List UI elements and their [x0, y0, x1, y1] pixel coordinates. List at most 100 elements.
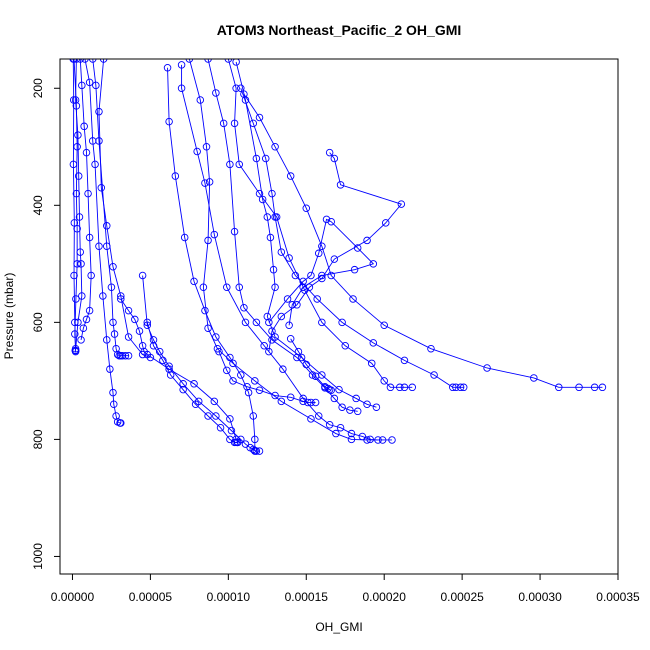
- data-point: [71, 96, 80, 104]
- data-point: [109, 263, 117, 271]
- data-point: [277, 312, 286, 321]
- data-point: [113, 350, 122, 359]
- data-point: [229, 377, 237, 385]
- data-point: [72, 295, 80, 303]
- data-point: [314, 249, 323, 258]
- series-17: [237, 84, 468, 392]
- data-point: [456, 383, 465, 392]
- data-point: [378, 436, 387, 444]
- data-point: [149, 336, 158, 344]
- data-point: [76, 248, 85, 256]
- data-point: [530, 374, 538, 382]
- series-1: [69, 59, 80, 356]
- data-point: [349, 295, 357, 303]
- data-point: [338, 403, 346, 411]
- data-point: [299, 283, 307, 291]
- data-point: [179, 385, 187, 394]
- series-line: [75, 59, 83, 351]
- data-point: [165, 117, 173, 126]
- data-point: [285, 254, 293, 262]
- data-point: [400, 383, 409, 392]
- series-10: [117, 295, 242, 447]
- data-point: [598, 383, 607, 392]
- data-point: [255, 386, 264, 394]
- data-point: [575, 383, 583, 392]
- y-tick-label: 1000: [31, 543, 45, 570]
- data-point: [210, 230, 219, 239]
- data-point: [299, 277, 307, 286]
- data-point: [332, 429, 340, 438]
- data-point: [204, 412, 212, 420]
- y-tick-label: 200: [31, 78, 45, 98]
- data-point: [325, 421, 334, 429]
- data-point: [202, 143, 211, 151]
- plot-area: [69, 59, 607, 455]
- data-point: [291, 271, 300, 280]
- data-point: [193, 147, 201, 156]
- data-point: [382, 219, 390, 227]
- data-point: [138, 271, 147, 280]
- data-point: [95, 107, 103, 116]
- data-point: [235, 283, 243, 291]
- x-axis-label: OH_GMI: [315, 620, 362, 634]
- data-point: [135, 327, 144, 335]
- x-tick-label: 0.00005: [129, 590, 173, 604]
- data-point: [71, 330, 79, 338]
- data-point: [109, 388, 117, 397]
- series-line: [98, 59, 151, 358]
- data-point: [233, 438, 242, 447]
- data-point: [367, 359, 376, 368]
- data-point: [271, 283, 279, 291]
- data-point: [84, 189, 92, 198]
- series-line: [207, 59, 358, 412]
- series-22: [215, 347, 320, 407]
- data-point: [251, 435, 259, 444]
- data-point: [293, 301, 301, 309]
- data-point: [103, 242, 111, 251]
- data-point: [269, 265, 278, 274]
- data-point: [380, 321, 388, 330]
- data-point: [252, 318, 261, 327]
- data-point: [372, 403, 381, 411]
- series-line: [290, 338, 332, 391]
- data-point: [271, 391, 279, 400]
- data-point: [212, 89, 220, 97]
- data-point: [78, 292, 86, 300]
- data-point: [352, 394, 360, 403]
- data-point: [215, 347, 223, 356]
- data-point: [159, 356, 167, 365]
- data-point: [171, 172, 180, 180]
- data-point: [452, 383, 460, 392]
- data-point: [335, 385, 343, 394]
- data-point: [369, 260, 378, 268]
- series-line: [188, 59, 392, 441]
- data-point: [106, 365, 114, 373]
- data-point: [95, 242, 103, 251]
- data-point: [77, 336, 85, 344]
- data-point: [318, 318, 326, 327]
- data-point: [82, 148, 91, 157]
- data-point: [314, 412, 323, 420]
- series-line: [240, 88, 464, 388]
- data-point: [263, 213, 272, 221]
- data-point: [307, 415, 315, 423]
- data-point: [555, 383, 563, 392]
- data-point: [107, 283, 116, 291]
- data-point: [369, 339, 378, 347]
- data-point: [285, 321, 293, 330]
- data-point: [191, 400, 200, 409]
- data-point: [74, 318, 82, 327]
- x-tick-label: 0.00015: [285, 590, 329, 604]
- data-point: [266, 233, 275, 242]
- data-point: [400, 356, 409, 365]
- series-7: [88, 59, 133, 360]
- chart-title: ATOM3 Northeast_Pacific_2 OH_GMI: [217, 22, 462, 38]
- data-point: [327, 271, 335, 280]
- data-point: [177, 84, 186, 93]
- data-point: [82, 315, 91, 324]
- data-point: [143, 350, 152, 359]
- data-point: [313, 295, 321, 303]
- data-point: [408, 383, 417, 392]
- data-point: [277, 397, 286, 406]
- data-point: [299, 397, 307, 406]
